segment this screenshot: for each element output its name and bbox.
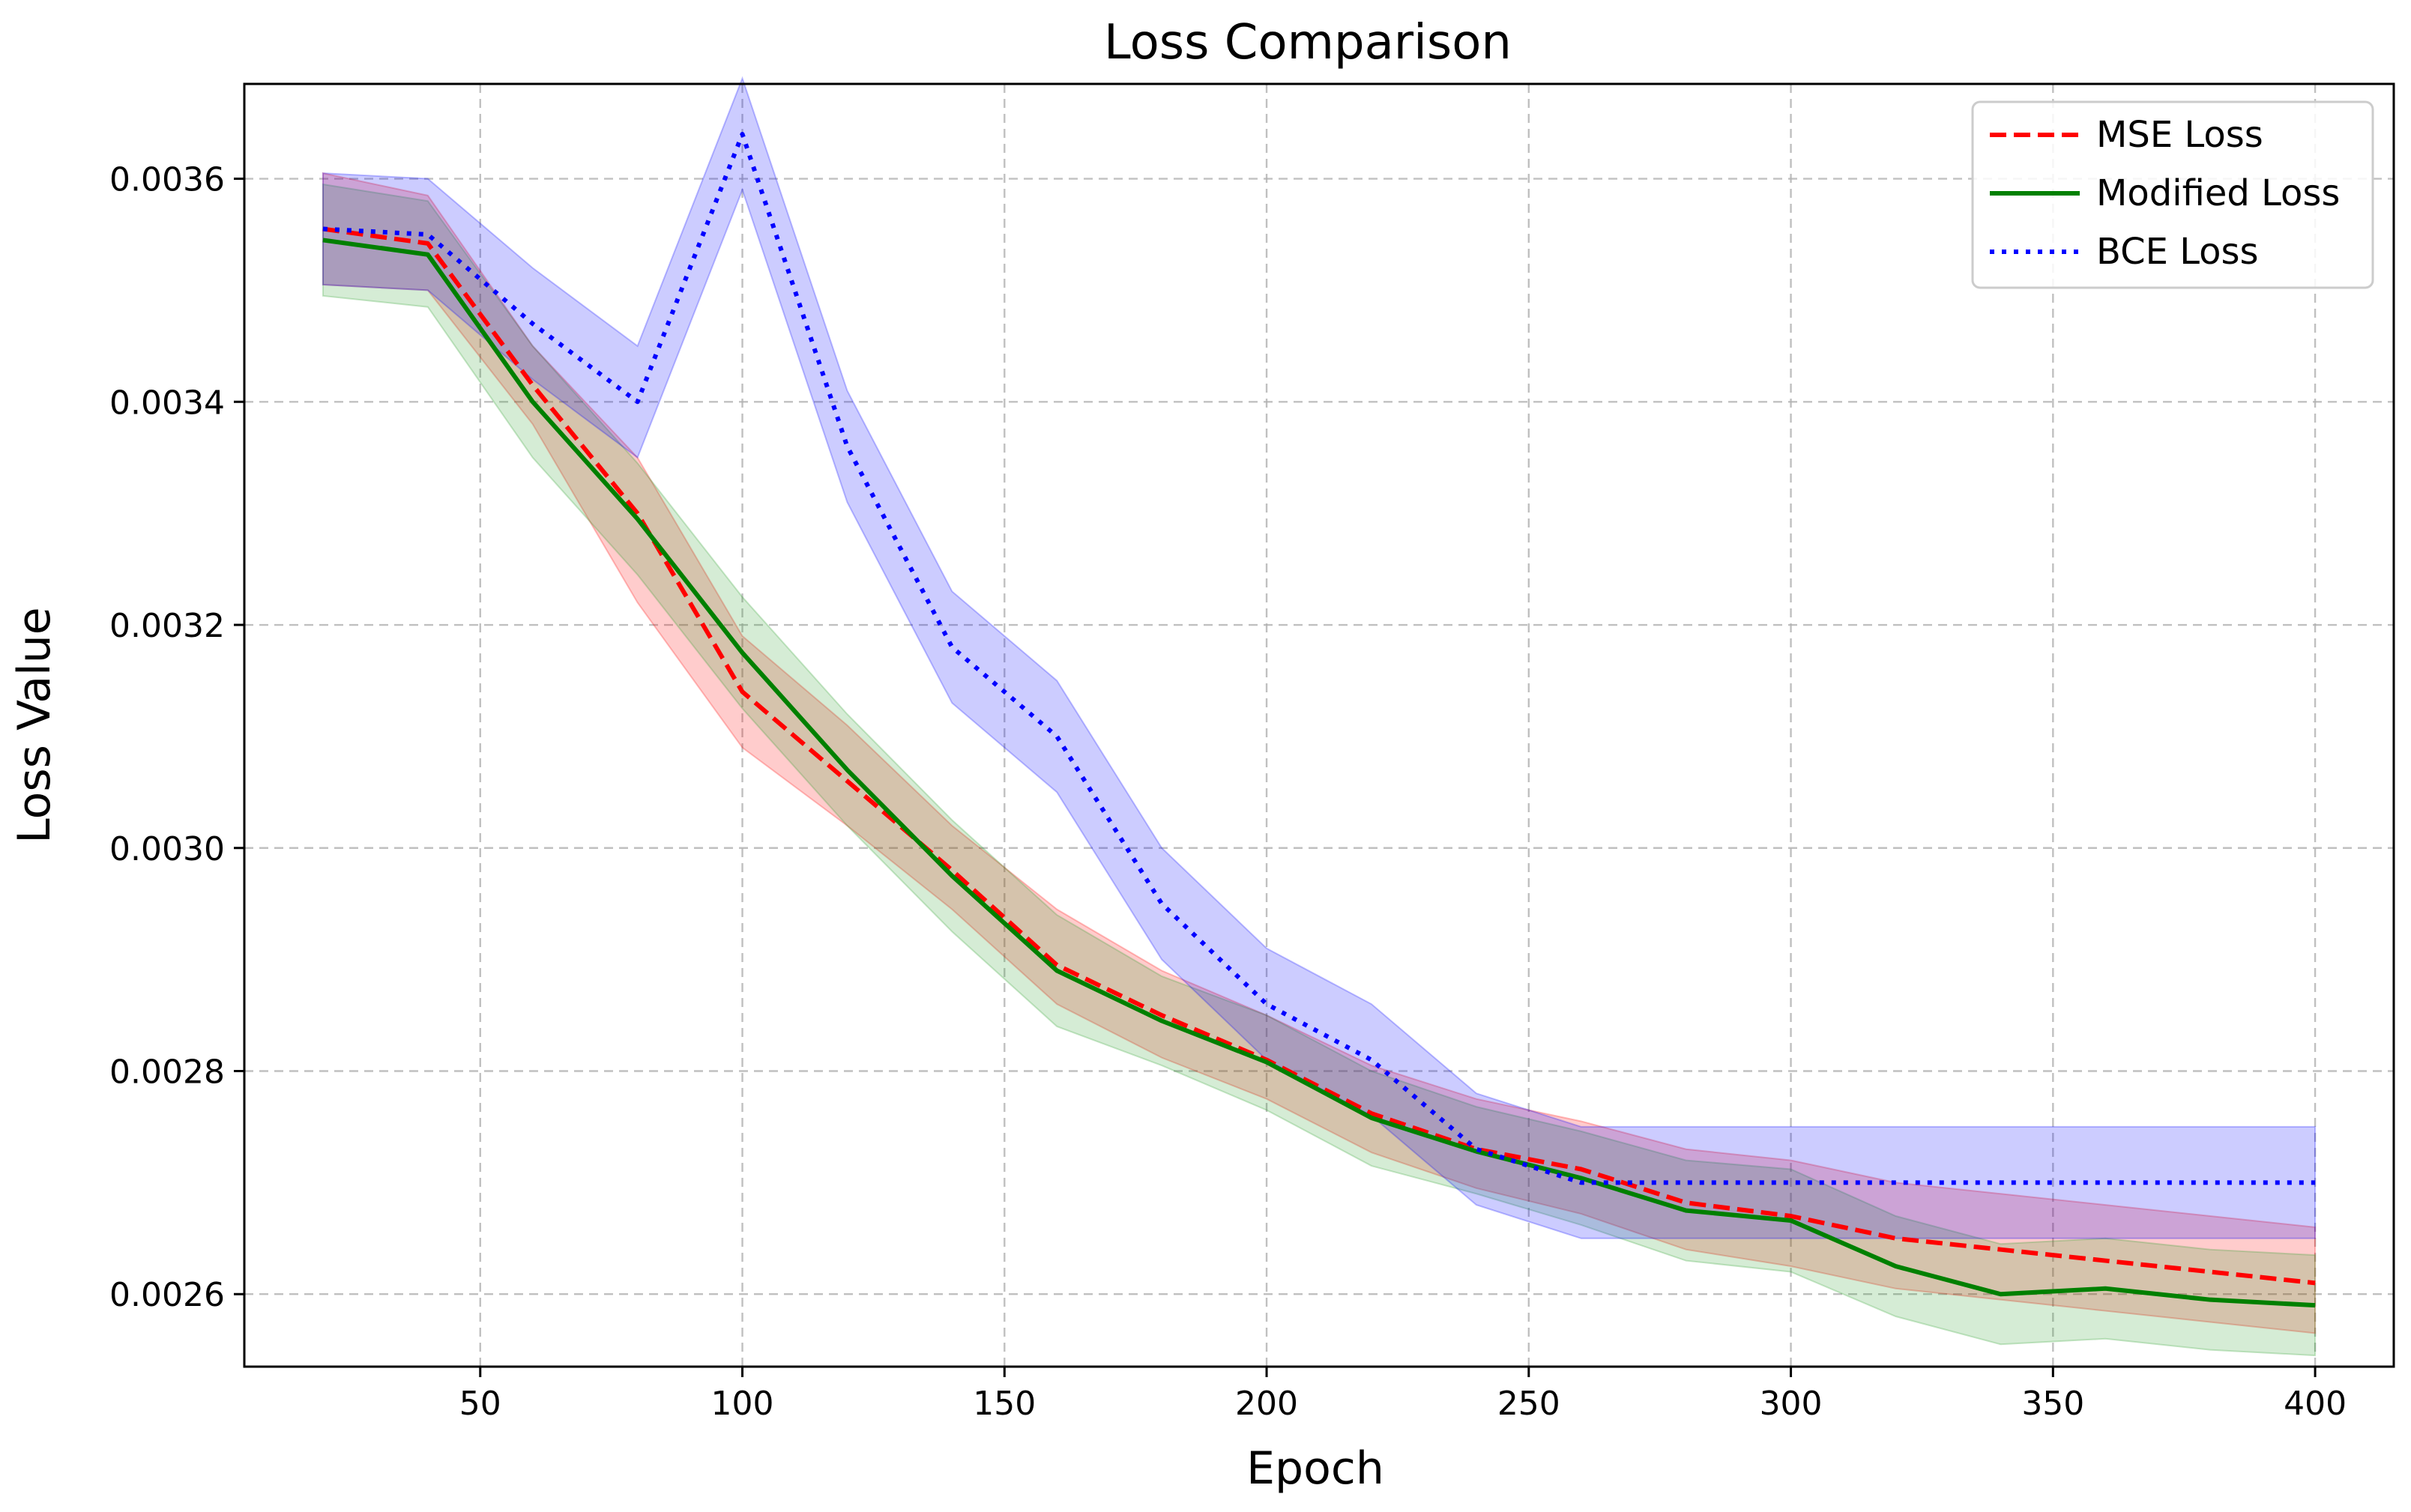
modified-loss-band: [322, 183, 2317, 1357]
y-tick-label: 0.0032: [109, 607, 225, 645]
legend-label-mse: MSE Loss: [2096, 114, 2263, 156]
chart-title: Loss Comparison: [1104, 15, 1512, 70]
legend-label-modified: Modified Loss: [2096, 172, 2340, 214]
x-tick-label: 100: [711, 1385, 774, 1423]
x-tick-label: 300: [1760, 1385, 1823, 1423]
bce-loss-line: [322, 131, 2316, 1185]
series-lines: [322, 131, 2316, 1308]
plot-frame: [243, 82, 2395, 1368]
y-tick-label: 0.0030: [109, 830, 225, 868]
confidence-bands: [322, 76, 2317, 1357]
x-tick-label: 200: [1235, 1385, 1298, 1423]
x-tick-label: 350: [2021, 1385, 2084, 1423]
y-tick-label: 0.0036: [109, 161, 225, 199]
x-tick-label: 400: [2284, 1385, 2347, 1423]
y-tick-label: 0.0026: [109, 1276, 225, 1314]
x-tick-label: 150: [973, 1385, 1036, 1423]
mse-loss-band: [322, 172, 2317, 1334]
bce-loss-band: [322, 76, 2317, 1239]
x-axis-ticks: 50 100 150 200 250 300 350 400: [459, 1367, 2347, 1423]
y-axis-ticks: 0.0026 0.0028 0.0030 0.0032 0.0034 0.0036: [109, 161, 244, 1314]
x-axis-label: Epoch: [1246, 1442, 1384, 1495]
legend-box: [1971, 100, 2374, 289]
y-tick-label: 0.0028: [109, 1053, 225, 1091]
y-axis-label: Loss Value: [8, 607, 61, 843]
legend-label-bce: BCE Loss: [2096, 231, 2258, 273]
x-tick-label: 250: [1497, 1385, 1560, 1423]
legend: MSE Loss Modified Loss BCE Loss: [1971, 100, 2374, 289]
x-tick-label: 50: [459, 1385, 501, 1423]
modified-loss-line: [322, 238, 2316, 1308]
y-tick-label: 0.0034: [109, 384, 225, 422]
